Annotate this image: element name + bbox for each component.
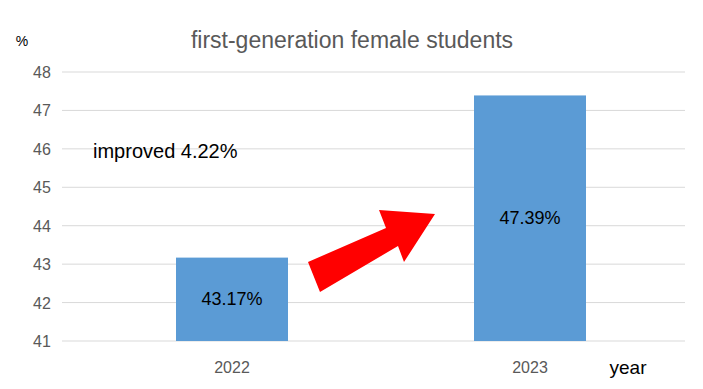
annotation: improved 4.22% xyxy=(93,140,238,162)
grid-line xyxy=(62,225,685,226)
grid-line xyxy=(62,110,685,111)
x-tick-label: 2022 xyxy=(214,359,250,376)
grid-line xyxy=(62,72,685,73)
grid-line xyxy=(62,341,685,342)
arrow xyxy=(308,210,435,292)
x-label: year xyxy=(610,357,648,378)
title: first-generation female students xyxy=(191,27,513,53)
grid-line xyxy=(62,187,685,188)
y-tick-label: 45 xyxy=(33,179,51,196)
bar xyxy=(474,95,586,341)
bar xyxy=(176,258,288,341)
grid-line xyxy=(62,264,685,265)
data-label: 47.39% xyxy=(499,208,560,228)
y-tick-label: 42 xyxy=(33,295,51,312)
y-tick-label: 48 xyxy=(33,64,51,81)
y-tick-label: 41 xyxy=(33,333,51,350)
chart: first-generation female students% 41 42 43 4… xyxy=(0,0,703,389)
grid-line xyxy=(62,302,685,303)
bars xyxy=(176,95,586,341)
y-label: % xyxy=(16,33,28,49)
data-label: 43.17% xyxy=(201,289,262,309)
y-tick-label: 47 xyxy=(33,102,51,119)
x-tick-label: 2023 xyxy=(512,359,548,376)
y-tick-label: 46 xyxy=(33,141,51,158)
background xyxy=(0,0,703,389)
y-tick-label: 43 xyxy=(33,256,51,273)
y-tick-label: 44 xyxy=(33,218,51,235)
